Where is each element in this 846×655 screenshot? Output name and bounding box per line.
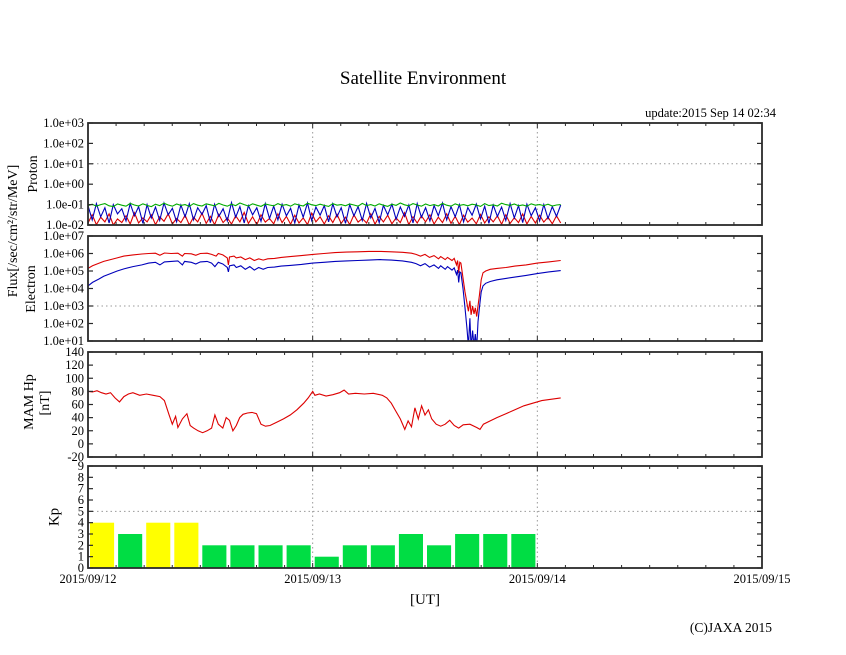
panel-frame (87, 351, 763, 458)
kp-bar (258, 545, 283, 568)
update-timestamp: update:2015 Sep 14 02:34 (645, 106, 776, 120)
y-tick-label: 1.0e+05 (43, 264, 84, 278)
y-tick-label: 1 (78, 550, 84, 564)
y-tick-label: 1.0e+01 (43, 334, 84, 348)
y-tick-label: 1.0e+02 (43, 317, 84, 331)
y-tick-label: 2 (78, 538, 84, 552)
kp-bar (202, 545, 227, 568)
y-tick-label: -20 (67, 450, 84, 464)
y-tick-label: 100 (65, 371, 84, 385)
y-tick-label: 1.0e+04 (43, 282, 84, 296)
kp-bar (174, 522, 199, 568)
series-proton-red (88, 210, 562, 225)
kp-bar (90, 522, 115, 568)
y-tick-label: 140 (65, 345, 84, 359)
y-tick-label: 0 (78, 437, 84, 451)
panel-electron-flux: 1.0e+07 1.0e+06 1.0e+05 1.0e+04 1.0e+03 1.0e+… (43, 229, 763, 348)
kp-bar (511, 534, 536, 568)
panel-frame (87, 235, 763, 342)
kp-bar (342, 545, 367, 568)
kp-bar (370, 545, 395, 568)
y-tick-label: 0 (78, 561, 84, 575)
kp-bar (483, 534, 508, 568)
copyright-notice: (C)JAXA 2015 (689, 620, 772, 635)
y-tick-label: 80 (72, 384, 85, 398)
kp-bar (118, 534, 143, 568)
y-tick-label: 1.0e+07 (43, 229, 84, 243)
kp-bar (314, 556, 339, 568)
y-tick-label: 1.0e+03 (43, 116, 84, 130)
time-axis-title: [UT] (410, 592, 440, 608)
y-tick-label: 60 (72, 398, 85, 412)
series-proton-green (88, 202, 561, 208)
y-tick-label: 1.0e-02 (46, 218, 84, 232)
y-tick-label: 6 (78, 493, 84, 507)
page-title: Satellite Environment (339, 68, 507, 89)
series-electron-red (88, 250, 561, 317)
y-tick-label: 1.0e+02 (43, 136, 84, 150)
x-axis-date-label: 2015/09/14 (509, 572, 567, 586)
x-axis-date-label: 2015/09/12 (60, 572, 117, 586)
kp-bar (398, 534, 423, 568)
series-electron-blue (88, 259, 561, 341)
y-tick-label: 4 (78, 516, 85, 530)
kp-bar (146, 522, 171, 568)
series-hp-red (88, 389, 561, 434)
y-tick-label: 1.0e+03 (43, 299, 84, 313)
y-tick-label: 3 (78, 527, 84, 541)
y-tick-label: 1.0e+06 (43, 247, 84, 261)
x-axis-date-label: 2015/09/13 (284, 572, 341, 586)
y-tick-label: 5 (78, 504, 84, 518)
y-tick-label: 1.0e+00 (43, 177, 84, 191)
y-tick-label: 40 (72, 411, 85, 425)
y-tick-label: 20 (72, 424, 85, 438)
x-axis-date-label: 2015/09/15 (734, 572, 791, 586)
kp-bar (455, 534, 480, 568)
y-tick-label: 1.0e-01 (46, 198, 84, 212)
kp-bar (286, 545, 311, 568)
kp-bar (427, 545, 452, 568)
kp-bar (230, 545, 255, 568)
y-tick-label: 9 (78, 459, 84, 473)
y-tick-label: 7 (78, 482, 84, 496)
y-tick-label: 120 (65, 358, 84, 372)
panel-proton-flux: 1.0e+03 1.0e+02 1.0e+01 1.0e+00 1.0e-01 1.0e-… (43, 116, 763, 232)
y-tick-label: 1.0e+01 (43, 157, 84, 171)
y-tick-label: 8 (78, 470, 84, 484)
